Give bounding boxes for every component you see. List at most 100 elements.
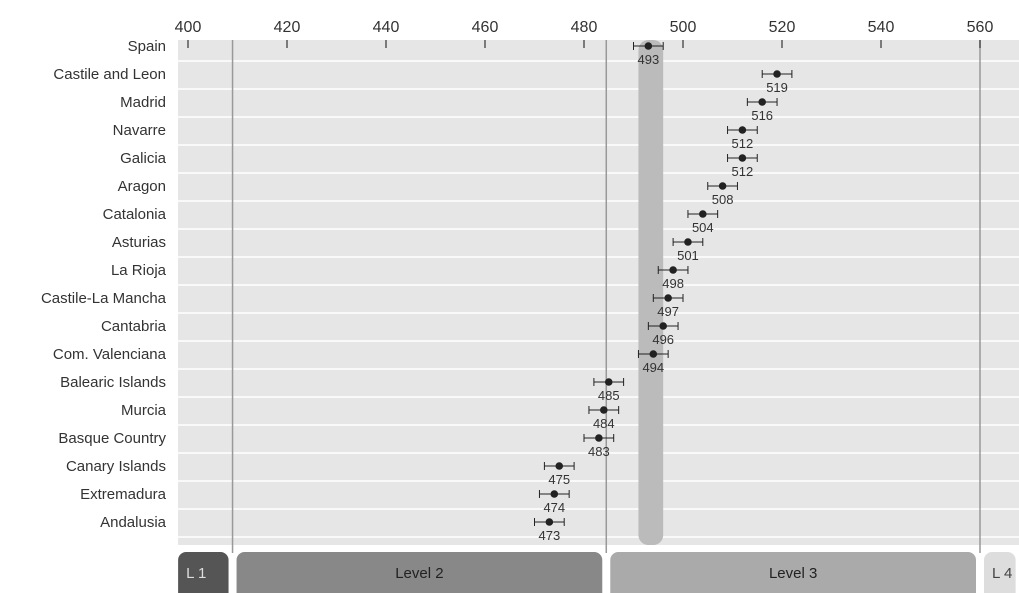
category-label: Balearic Islands: [60, 374, 166, 391]
level-band-label: Level 2: [395, 565, 443, 582]
plot-background: [178, 40, 1019, 545]
data-point: [600, 406, 608, 414]
level-bands: L 1 Level 2 Level 3 L 4: [178, 552, 1016, 593]
data-point-group: 483: [583, 434, 615, 459]
data-point-group: 497: [652, 294, 684, 319]
category-label: Galicia: [120, 150, 167, 167]
data-point: [545, 518, 554, 526]
category-label: Com. Valenciana: [53, 346, 167, 363]
data-point-group: 501: [672, 238, 704, 263]
data-point-group: 512: [727, 154, 758, 179]
data-point-group: 475: [543, 462, 575, 487]
level-band-bar: [984, 552, 1016, 593]
data-label: 485: [598, 388, 620, 403]
grid-layer: [178, 60, 1019, 538]
data-label: 496: [652, 332, 674, 347]
level-cutoff-layer: [231, 40, 981, 553]
data-point: [699, 210, 707, 218]
data-label: 493: [637, 52, 659, 67]
category-label: Castile-La Mancha: [41, 290, 167, 307]
data-point: [664, 294, 672, 302]
x-tick-label: 460: [472, 19, 499, 36]
x-tick-label: 520: [769, 19, 796, 36]
data-point: [649, 350, 658, 358]
reference-band-layer: [638, 40, 664, 545]
data-point: [555, 462, 564, 470]
x-tick-label: 500: [670, 19, 697, 36]
data-point: [659, 322, 667, 330]
data-point-group: 508: [707, 182, 738, 207]
category-label: Canary Islands: [66, 458, 166, 475]
category-label: Asturias: [112, 234, 166, 251]
category-labels: Spain Castile and Leon Madrid Navarre Galici…: [41, 38, 167, 531]
data-label: 501: [677, 248, 699, 263]
level-band: Level 3: [610, 552, 976, 593]
x-tick-label: 420: [274, 19, 301, 36]
reference-band: [638, 40, 664, 545]
data-label: 475: [548, 472, 570, 487]
x-tick-label: 560: [967, 19, 994, 36]
category-label: Madrid: [120, 94, 166, 111]
data-label: 516: [751, 108, 773, 123]
data-point: [758, 98, 766, 106]
data-point: [669, 266, 677, 274]
level-band-bar: [178, 552, 229, 593]
x-tick-label: 480: [571, 19, 598, 36]
data-point: [684, 238, 692, 246]
level-band-bar: [610, 552, 976, 593]
category-label: Spain: [128, 38, 166, 55]
category-label: Aragon: [118, 178, 166, 195]
category-label: Murcia: [121, 402, 167, 419]
data-point-group: 512: [727, 126, 758, 151]
plot-background-layer: [178, 40, 1019, 545]
data-point: [773, 70, 781, 78]
category-label: Navarre: [113, 122, 166, 139]
data-label: 512: [732, 164, 754, 179]
data-point: [718, 182, 727, 190]
data-point-group: 516: [746, 98, 778, 123]
data-point-group: 484: [588, 406, 620, 431]
category-label: Cantabria: [101, 318, 167, 335]
data-point: [738, 154, 747, 162]
level-band: L 1: [178, 552, 229, 593]
category-label: Catalonia: [103, 206, 167, 223]
data-point-group: 498: [657, 266, 689, 291]
data-point-group: 519: [761, 70, 793, 95]
data-point: [738, 126, 747, 134]
x-axis: 400 420 440 460 480 500 520 540 560: [175, 19, 994, 48]
data-point: [550, 490, 559, 498]
category-label: Basque Country: [58, 430, 166, 447]
data-point-group: 493: [633, 42, 664, 67]
level-band-bar: [236, 552, 603, 593]
data-label: 504: [692, 220, 714, 235]
data-point-group: 485: [593, 378, 625, 403]
level-band-label: Level 3: [769, 565, 817, 582]
level-band-label: L 4: [992, 565, 1012, 582]
data-point-group: 473: [534, 518, 565, 543]
category-label: Extremadura: [80, 486, 167, 503]
data-label: 484: [593, 416, 615, 431]
data-label: 508: [712, 192, 734, 207]
x-tick-label: 400: [175, 19, 202, 36]
data-label: 494: [642, 360, 664, 375]
data-label: 498: [662, 276, 684, 291]
data-label: 519: [766, 80, 788, 95]
level-band: Level 2: [236, 552, 603, 593]
data-point: [644, 42, 653, 50]
data-point-group: 474: [538, 490, 570, 515]
data-label: 474: [543, 500, 565, 515]
data-label: 497: [657, 304, 679, 319]
data-label: 473: [538, 528, 560, 543]
x-tick-label: 440: [373, 19, 400, 36]
data-point-group: 496: [647, 322, 679, 347]
category-label: La Rioja: [111, 262, 167, 279]
data-point: [595, 434, 603, 442]
x-tick-label: 540: [868, 19, 895, 36]
level-band: L 4: [984, 552, 1016, 593]
data-label: 483: [588, 444, 610, 459]
data-point: [604, 378, 613, 386]
data-point-group: 494: [637, 350, 669, 375]
category-label: Castile and Leon: [53, 66, 166, 83]
data-label: 512: [732, 136, 754, 151]
